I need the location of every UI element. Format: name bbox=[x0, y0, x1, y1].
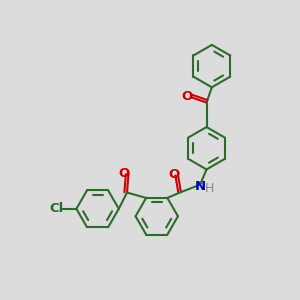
Text: Cl: Cl bbox=[49, 202, 64, 215]
Text: O: O bbox=[168, 168, 179, 181]
Text: O: O bbox=[182, 90, 193, 103]
Text: N: N bbox=[194, 180, 206, 193]
Text: H: H bbox=[205, 182, 214, 195]
Text: O: O bbox=[119, 167, 130, 180]
